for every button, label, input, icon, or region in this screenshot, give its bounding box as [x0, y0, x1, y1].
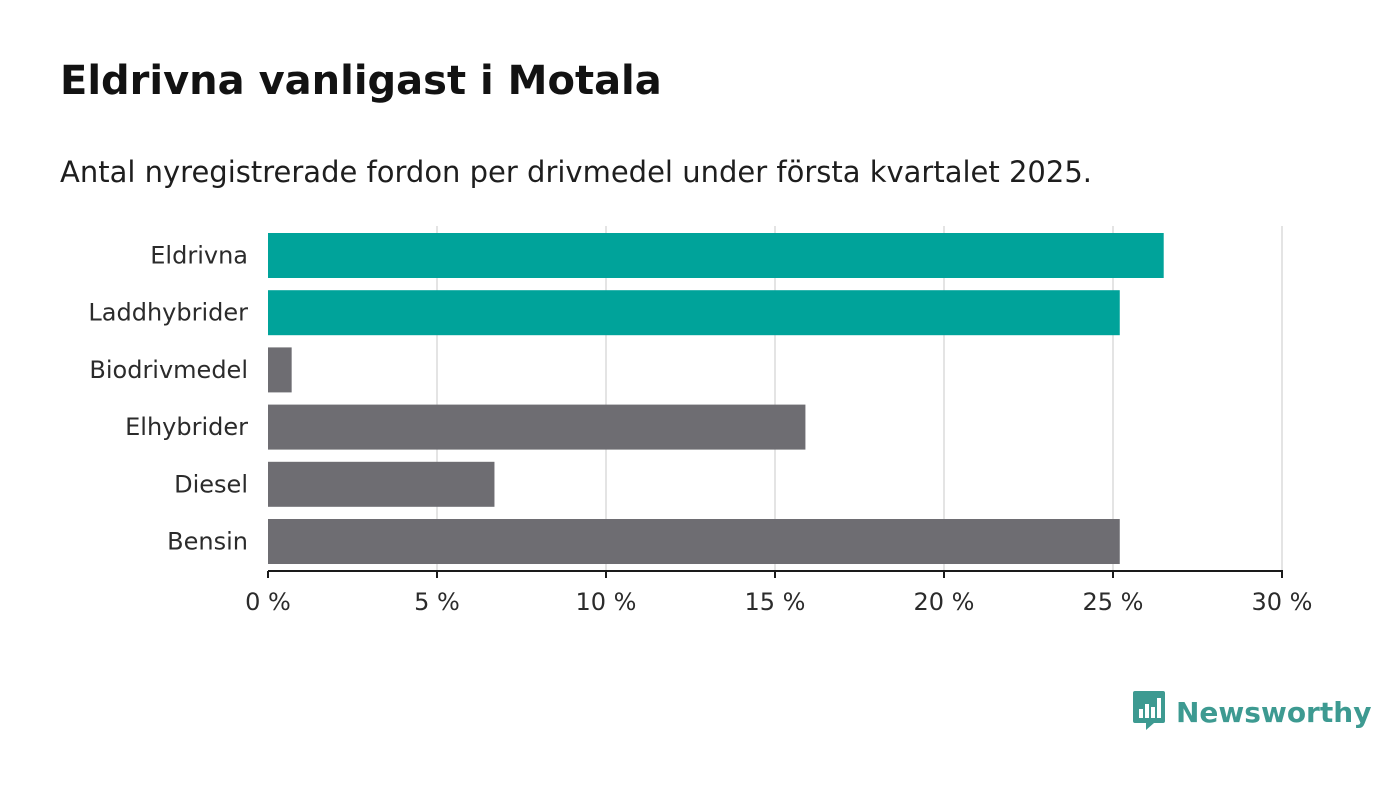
category-label: Eldrivna	[150, 242, 248, 270]
category-label: Laddhybrider	[88, 299, 248, 327]
x-tick-label: 25 %	[1083, 588, 1144, 616]
chart-subtitle: Antal nyregistrerade fordon per drivmede…	[60, 155, 1093, 189]
x-tick-label: 0 %	[245, 588, 291, 616]
x-tick-label: 20 %	[914, 588, 975, 616]
bar-elhybrider	[268, 404, 806, 450]
gridlines	[436, 226, 1283, 571]
brand-name: Newsworthy	[1176, 695, 1372, 729]
category-labels: Eldrivna Laddhybrider Biodrivmedel Elhybrid…	[88, 242, 248, 556]
x-tick-label: 10 %	[576, 588, 637, 616]
category-label: Diesel	[174, 470, 248, 498]
chart-title: Eldrivna vanligast i Motala	[60, 58, 662, 104]
category-label: Biodrivmedel	[89, 356, 248, 384]
bars	[268, 233, 1164, 564]
bar-bensin	[268, 519, 1120, 564]
bar-chart-speech-bubble-icon	[1132, 690, 1166, 734]
bar-eldrivna	[268, 233, 1164, 278]
x-axis: 0 % 5 % 10 % 15 % 20 % 25 % 30 %	[245, 570, 1313, 616]
x-tick-label: 15 %	[745, 588, 806, 616]
x-tick-label: 5 %	[414, 588, 460, 616]
bar-biodrivmedel	[268, 347, 292, 393]
category-label: Elhybrider	[125, 413, 248, 441]
x-tick-label: 30 %	[1252, 588, 1313, 616]
bar-diesel	[268, 461, 495, 507]
newsworthy-logo: Newsworthy	[1132, 690, 1371, 734]
category-label: Bensin	[167, 528, 248, 556]
bar-laddhybrider	[268, 290, 1120, 336]
